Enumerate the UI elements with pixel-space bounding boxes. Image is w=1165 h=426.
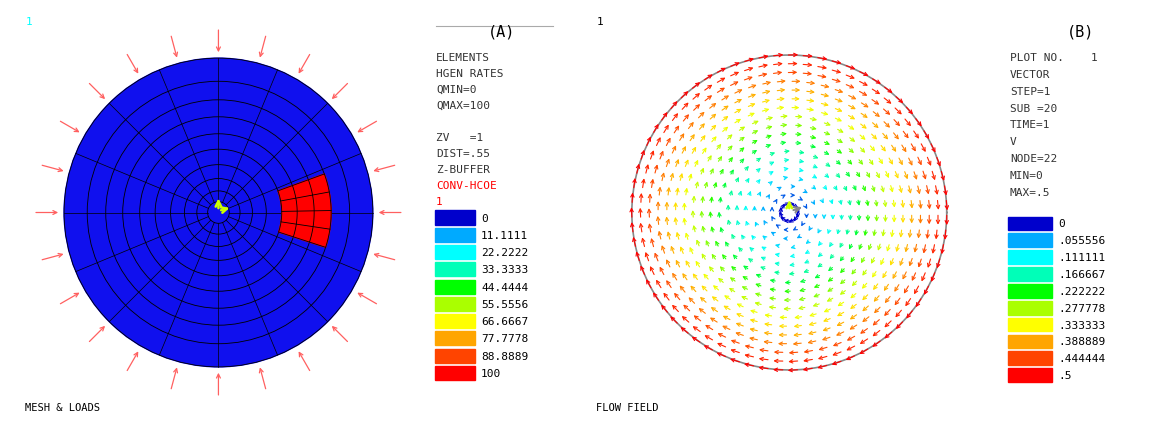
Bar [1008,268,1052,281]
Bar [435,245,475,259]
Bar [435,314,475,328]
Text: .166667: .166667 [1059,269,1106,279]
Text: QMIN=0: QMIN=0 [436,85,476,95]
Circle shape [64,59,373,367]
Text: HGEN RATES: HGEN RATES [436,69,503,79]
Text: 77.7778: 77.7778 [481,334,529,344]
Text: DIST=.55: DIST=.55 [436,149,490,159]
Text: VECTOR: VECTOR [1010,69,1051,80]
Text: .277778: .277778 [1059,303,1106,313]
Bar [435,331,475,345]
Text: 33.3333: 33.3333 [481,265,529,275]
Text: TIME=1: TIME=1 [1010,120,1051,130]
Bar [1008,284,1052,298]
Bar [435,280,475,294]
Text: MIN=0: MIN=0 [1010,170,1044,181]
Bar [1008,351,1052,366]
Text: NODE=22: NODE=22 [1010,154,1057,164]
Text: .388889: .388889 [1059,337,1106,347]
Text: ELEMENTS: ELEMENTS [436,53,490,63]
Text: FLOW FIELD: FLOW FIELD [596,402,659,412]
Bar [435,366,475,380]
Text: .444444: .444444 [1059,354,1106,363]
Text: 66.6667: 66.6667 [481,317,529,326]
Bar [435,349,475,363]
Text: 88.8889: 88.8889 [481,351,529,361]
Bar [1008,335,1052,348]
Bar [1008,217,1052,231]
Bar [435,297,475,311]
Bar [1008,318,1052,332]
Text: .333333: .333333 [1059,320,1106,330]
Bar [435,263,475,277]
Text: Z-BUFFER: Z-BUFFER [436,165,490,175]
Text: 1: 1 [26,17,33,27]
Text: SUB =20: SUB =20 [1010,103,1057,113]
Text: .222222: .222222 [1059,286,1106,296]
Text: 11.1111: 11.1111 [481,230,529,240]
Text: 0: 0 [481,213,488,223]
Text: 55.5556: 55.5556 [481,299,529,309]
Text: V: V [1010,137,1017,147]
Text: 0: 0 [1059,219,1065,229]
Text: MESH & LOADS: MESH & LOADS [26,402,100,412]
Text: (A): (A) [488,25,515,40]
Text: 1: 1 [596,17,603,27]
Text: .055556: .055556 [1059,236,1106,246]
Text: 44.4444: 44.4444 [481,282,529,292]
Text: .5: .5 [1059,370,1072,380]
Text: 100: 100 [481,368,501,378]
Bar [1008,301,1052,315]
Wedge shape [278,175,331,248]
Bar [1008,368,1052,382]
Text: 22.2222: 22.2222 [481,248,529,257]
Text: CONV-HCOE: CONV-HCOE [436,181,496,191]
Bar [435,211,475,225]
Text: PLOT NO.    1: PLOT NO. 1 [1010,53,1097,63]
Text: ZV   =1: ZV =1 [436,133,483,143]
Bar [1008,234,1052,248]
Bar [435,228,475,242]
Text: 1: 1 [436,197,443,207]
Text: MAX=.5: MAX=.5 [1010,187,1051,197]
Bar [1008,250,1052,265]
Text: (B): (B) [1067,25,1094,40]
Text: STEP=1: STEP=1 [1010,86,1051,96]
Text: QMAX=100: QMAX=100 [436,101,490,111]
Text: .111111: .111111 [1059,253,1106,262]
